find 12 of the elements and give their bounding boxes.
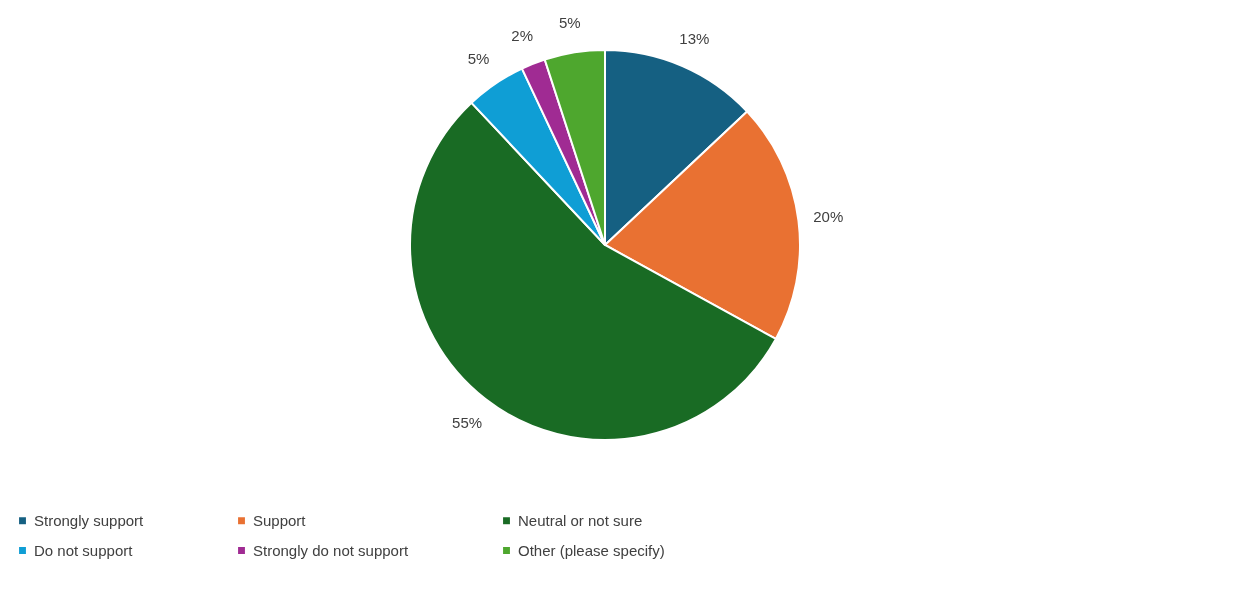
data-label: 2%: [511, 26, 534, 44]
legend-label: Other (please specify): [518, 541, 665, 559]
legend-label: Support: [253, 511, 307, 529]
data-label: 5%: [558, 13, 581, 31]
legend-label: Strongly do not support: [253, 541, 409, 559]
legend-label: Strongly support: [34, 511, 145, 529]
data-label: 55%: [452, 413, 483, 431]
data-label: 5%: [467, 49, 490, 67]
legend-label: Do not support: [34, 541, 134, 559]
data-label: 20%: [813, 207, 844, 225]
legend-label: Neutral or not sure: [518, 511, 643, 529]
data-label: 13%: [679, 29, 710, 47]
